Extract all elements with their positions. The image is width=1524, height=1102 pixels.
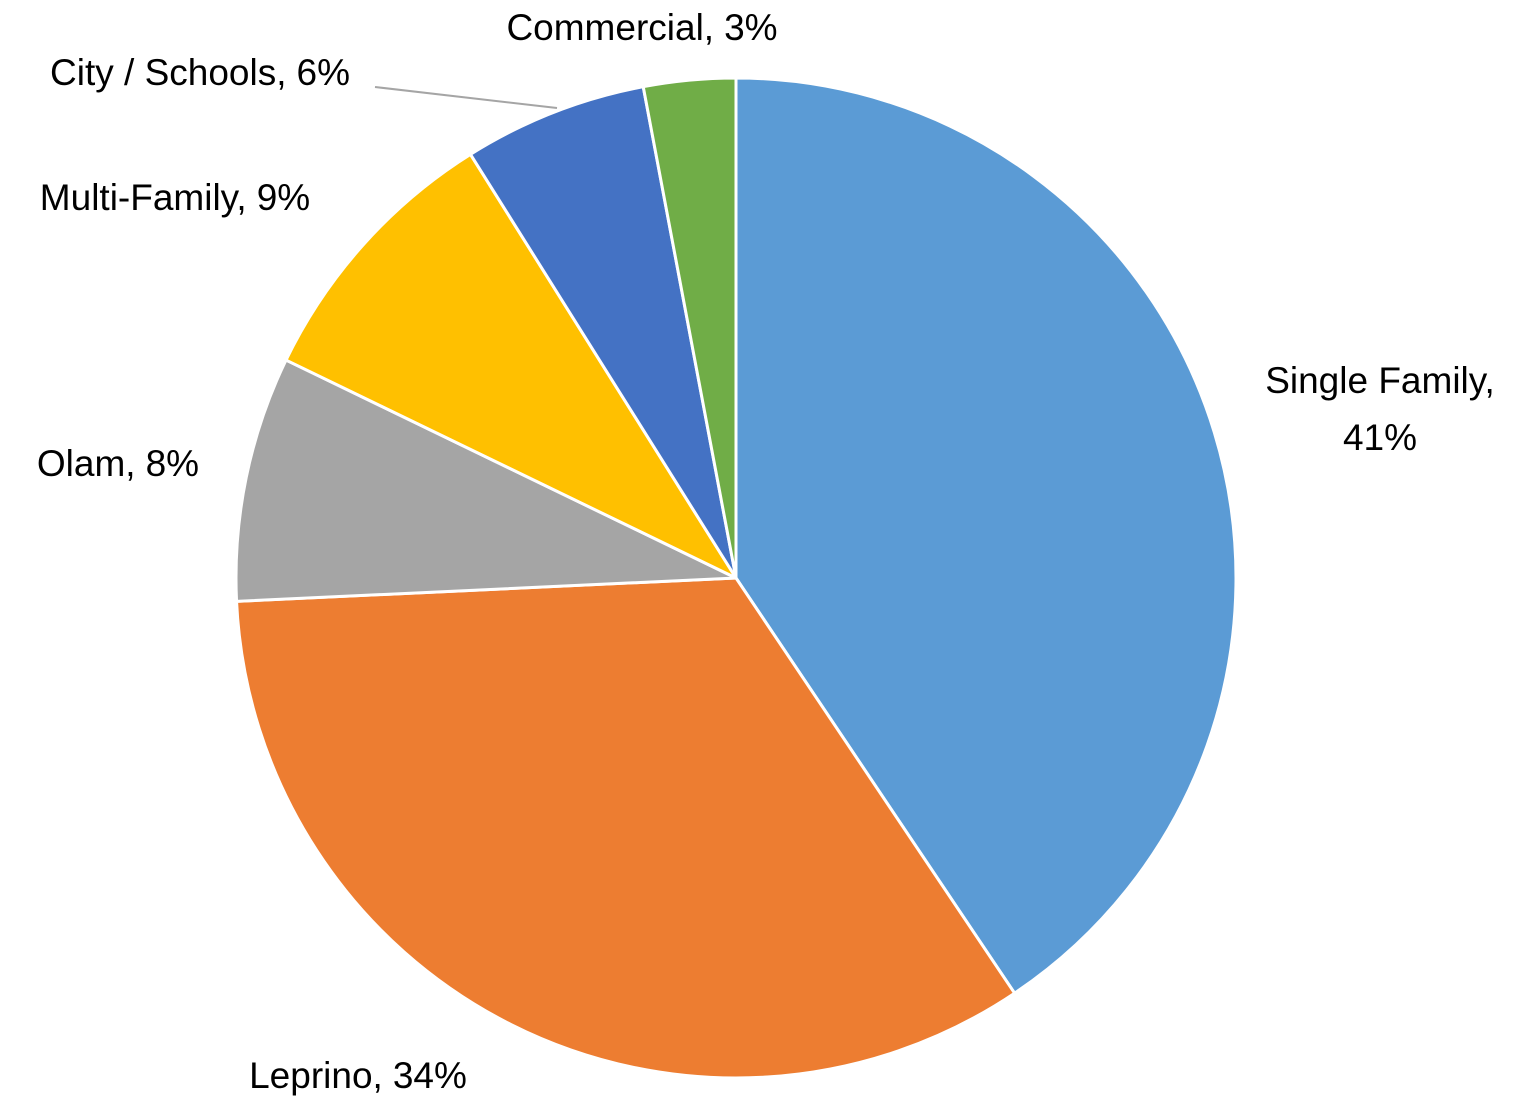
label-value: 41%: [1343, 417, 1417, 458]
label-value: 9%: [257, 177, 310, 218]
label-name: Olam,: [37, 443, 136, 484]
data-label: Commercial, 3%: [506, 7, 777, 48]
label-value: 6%: [297, 52, 350, 93]
pie-slice: [734, 76, 1238, 996]
label-value: 3%: [724, 7, 777, 48]
data-label: City / Schools, 6%: [50, 52, 350, 93]
label-name: Single Family,: [1265, 360, 1495, 401]
data-label: Single Family, 41%: [1265, 360, 1495, 458]
data-label: Multi-Family, 9%: [40, 177, 310, 218]
label-name: Leprino,: [249, 1055, 383, 1096]
pie-slice: [641, 76, 738, 579]
pie-slice: [234, 358, 737, 603]
leader-line: [374, 86, 558, 109]
label-name: City / Schools,: [50, 52, 286, 93]
label-name: Commercial,: [506, 7, 714, 48]
data-label: Leprino, 34%: [249, 1055, 467, 1096]
pie-slice: [234, 576, 1017, 1080]
label-value: 8%: [146, 443, 199, 484]
label-name: Multi-Family,: [40, 177, 247, 218]
pie-slice: [283, 152, 741, 582]
label-value: 34%: [393, 1055, 467, 1096]
data-label: Olam, 8%: [37, 443, 199, 484]
pie-slice: [468, 84, 738, 579]
